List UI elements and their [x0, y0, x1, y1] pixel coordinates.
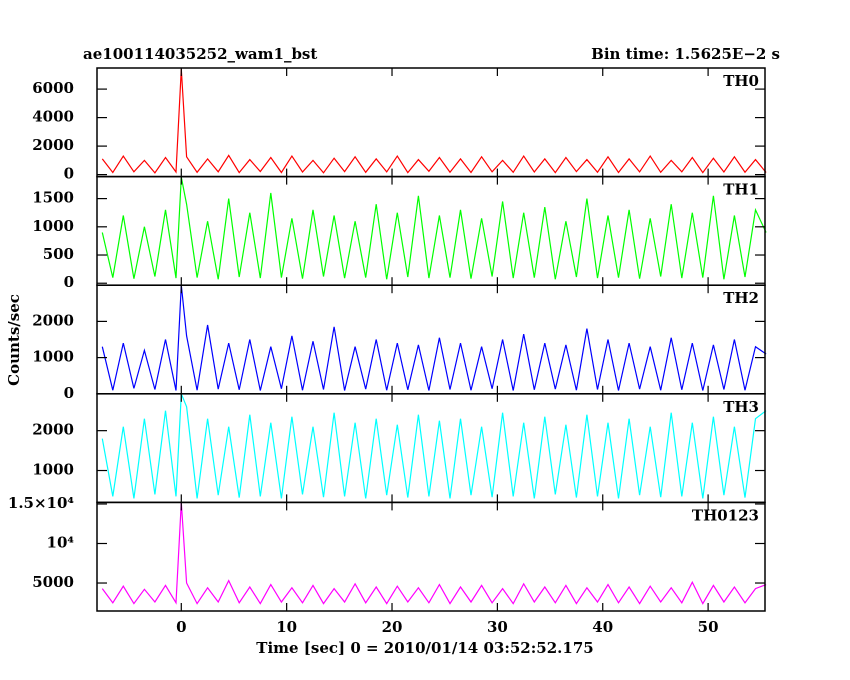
y-tick-label: 2000 [32, 136, 74, 154]
x-tick-label: 20 [382, 618, 403, 636]
panel-label: TH1 [723, 181, 759, 199]
x-tick-label: 10 [276, 618, 297, 636]
y-tick-label: 5000 [32, 573, 74, 591]
panel-frame [96, 393, 766, 504]
y-tick-label: 1000 [32, 217, 74, 235]
y-tick-label: 0 [64, 165, 74, 183]
x-tick-label: 50 [698, 618, 719, 636]
y-tick-label: 6000 [32, 79, 74, 97]
panel-frame [96, 501, 766, 612]
light-curve [101, 177, 767, 280]
title: ae100114035252_wam1_bst [83, 45, 317, 63]
y-axis-label: Counts/sec [5, 294, 23, 386]
panel-label: TH0123 [692, 506, 759, 524]
light-curve [101, 69, 767, 174]
light-curve [101, 502, 767, 605]
y-tick-label: 500 [43, 245, 74, 263]
y-tick-label: 10⁴ [47, 534, 75, 552]
y-tick-label: 0 [64, 273, 74, 291]
x-tick-label: 0 [176, 618, 186, 636]
x-tick-label: 40 [592, 618, 613, 636]
light-curve [101, 393, 767, 499]
y-tick-label: 2000 [32, 421, 74, 439]
subtitle: Bin time: 1.5625E−2 s [591, 45, 780, 63]
panel-label: TH3 [723, 398, 759, 416]
y-tick-label: 2000 [32, 311, 74, 329]
panel-frame [96, 67, 766, 178]
y-tick-label: 1000 [32, 461, 74, 479]
light-curve [101, 285, 767, 391]
y-tick-label: 1500 [32, 189, 74, 207]
y-tick-label: 0 [64, 384, 74, 402]
panel-label: TH0 [723, 72, 759, 90]
y-tick-label: 1.5×10⁴ [8, 494, 75, 512]
x-axis-label: Time [sec] 0 = 2010/01/14 03:52:52.175 [256, 639, 593, 657]
y-tick-label: 4000 [32, 108, 74, 126]
x-tick-label: 30 [487, 618, 508, 636]
y-tick-label: 1000 [32, 348, 74, 366]
panel-label: TH2 [723, 289, 759, 307]
